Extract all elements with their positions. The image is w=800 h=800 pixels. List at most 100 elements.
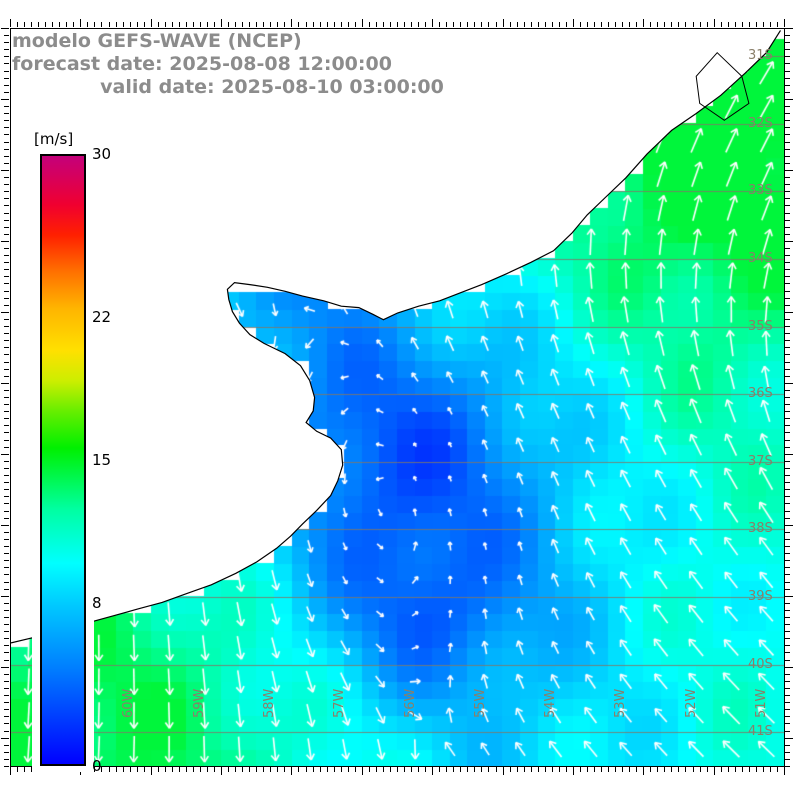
axis-minor-tick bbox=[4, 447, 9, 448]
axis-minor-tick bbox=[785, 163, 790, 164]
axis-minor-tick bbox=[622, 22, 623, 27]
axis-minor-tick bbox=[334, 767, 335, 772]
axis-minor-tick bbox=[4, 276, 9, 277]
axis-minor-tick bbox=[785, 362, 790, 363]
axis-minor-tick bbox=[4, 376, 9, 377]
axis-minor-tick bbox=[685, 767, 686, 772]
axis-minor-tick bbox=[636, 767, 637, 772]
axis-minor-tick bbox=[4, 92, 9, 93]
latitude-tick-label: 35S bbox=[748, 318, 773, 334]
axis-minor-tick bbox=[446, 767, 447, 772]
axis-minor-tick bbox=[144, 22, 145, 27]
axis-minor-tick bbox=[4, 56, 9, 57]
axis-minor-tick bbox=[749, 767, 750, 772]
axis-minor-tick bbox=[629, 767, 630, 772]
axis-minor-tick bbox=[4, 731, 9, 732]
axis-minor-tick bbox=[785, 610, 790, 611]
axis-minor-tick bbox=[785, 482, 790, 483]
axis-major-tick bbox=[643, 19, 644, 27]
axis-major-tick bbox=[221, 19, 222, 27]
axis-major-tick bbox=[573, 19, 574, 27]
axis-minor-tick bbox=[785, 106, 790, 107]
axis-minor-tick bbox=[249, 22, 250, 27]
axis-minor-tick bbox=[580, 767, 581, 772]
axis-minor-tick bbox=[4, 283, 9, 284]
axis-minor-tick bbox=[4, 546, 9, 547]
axis-minor-tick bbox=[474, 22, 475, 27]
longitude-tick-label: 51W bbox=[753, 688, 769, 718]
axis-minor-tick bbox=[622, 767, 623, 772]
axis-minor-tick bbox=[531, 767, 532, 772]
axis-major-tick bbox=[785, 596, 793, 597]
axis-minor-tick bbox=[785, 418, 790, 419]
axis-minor-tick bbox=[785, 269, 790, 270]
axis-minor-tick bbox=[4, 425, 9, 426]
axis-minor-tick bbox=[306, 767, 307, 772]
colorbar-tick-label: 30 bbox=[92, 145, 112, 163]
axis-minor-tick bbox=[4, 404, 9, 405]
axis-minor-tick bbox=[137, 767, 138, 772]
axis-minor-tick bbox=[411, 22, 412, 27]
axis-minor-tick bbox=[587, 22, 588, 27]
axis-minor-tick bbox=[785, 645, 790, 646]
axis-minor-tick bbox=[785, 305, 790, 306]
axis-minor-tick bbox=[785, 716, 790, 717]
axis-minor-tick bbox=[327, 767, 328, 772]
longitude-tick-label: 60W bbox=[121, 688, 137, 718]
axis-minor-tick bbox=[4, 156, 9, 157]
axis-minor-tick bbox=[4, 624, 9, 625]
axis-minor-tick bbox=[24, 22, 25, 27]
axis-minor-tick bbox=[4, 617, 9, 618]
plot-frame: 61W60W59W58W57W56W55W54W53W52W51W 31S32S… bbox=[10, 28, 785, 767]
axis-minor-tick bbox=[777, 767, 778, 772]
axis-minor-tick bbox=[785, 553, 790, 554]
axis-minor-tick bbox=[785, 276, 790, 277]
axis-minor-tick bbox=[785, 589, 790, 590]
axis-minor-tick bbox=[700, 767, 701, 772]
axis-minor-tick bbox=[545, 22, 546, 27]
axis-minor-tick bbox=[263, 22, 264, 27]
axis-minor-tick bbox=[298, 22, 299, 27]
colorbar-tick-label: 8 bbox=[92, 593, 102, 612]
axis-minor-tick bbox=[4, 354, 9, 355]
axis-minor-tick bbox=[785, 113, 790, 114]
axis-minor-tick bbox=[4, 397, 9, 398]
axis-minor-tick bbox=[559, 767, 560, 772]
axis-minor-tick bbox=[785, 369, 790, 370]
axis-minor-tick bbox=[510, 767, 511, 772]
axis-minor-tick bbox=[94, 767, 95, 772]
axis-minor-tick bbox=[594, 767, 595, 772]
axis-minor-tick bbox=[785, 248, 790, 249]
axis-minor-tick bbox=[785, 702, 790, 703]
axis-minor-tick bbox=[200, 22, 201, 27]
axis-minor-tick bbox=[770, 22, 771, 27]
axis-minor-tick bbox=[756, 767, 757, 772]
longitude-tick-label: 59W bbox=[191, 688, 207, 718]
axis-minor-tick bbox=[341, 22, 342, 27]
axis-minor-tick bbox=[17, 767, 18, 772]
axis-minor-tick bbox=[270, 767, 271, 772]
axis-minor-tick bbox=[4, 120, 9, 121]
longitude-tick-label: 52W bbox=[683, 688, 699, 718]
axis-minor-tick bbox=[488, 767, 489, 772]
axis-minor-tick bbox=[608, 767, 609, 772]
axis-minor-tick bbox=[785, 92, 790, 93]
axis-minor-tick bbox=[728, 22, 729, 27]
axis-minor-tick bbox=[4, 674, 9, 675]
axis-minor-tick bbox=[4, 432, 9, 433]
axis-minor-tick bbox=[785, 752, 790, 753]
axis-minor-tick bbox=[109, 767, 110, 772]
axis-minor-tick bbox=[207, 22, 208, 27]
axis-minor-tick bbox=[566, 767, 567, 772]
axis-minor-tick bbox=[4, 142, 9, 143]
axis-minor-tick bbox=[439, 767, 440, 772]
axis-minor-tick bbox=[4, 610, 9, 611]
axis-minor-tick bbox=[785, 624, 790, 625]
axis-minor-tick bbox=[4, 695, 9, 696]
axis-minor-tick bbox=[671, 767, 672, 772]
axis-major-tick bbox=[362, 19, 363, 27]
axis-minor-tick bbox=[580, 22, 581, 27]
axis-minor-tick bbox=[320, 767, 321, 772]
axis-minor-tick bbox=[228, 22, 229, 27]
axis-major-tick bbox=[785, 312, 793, 313]
